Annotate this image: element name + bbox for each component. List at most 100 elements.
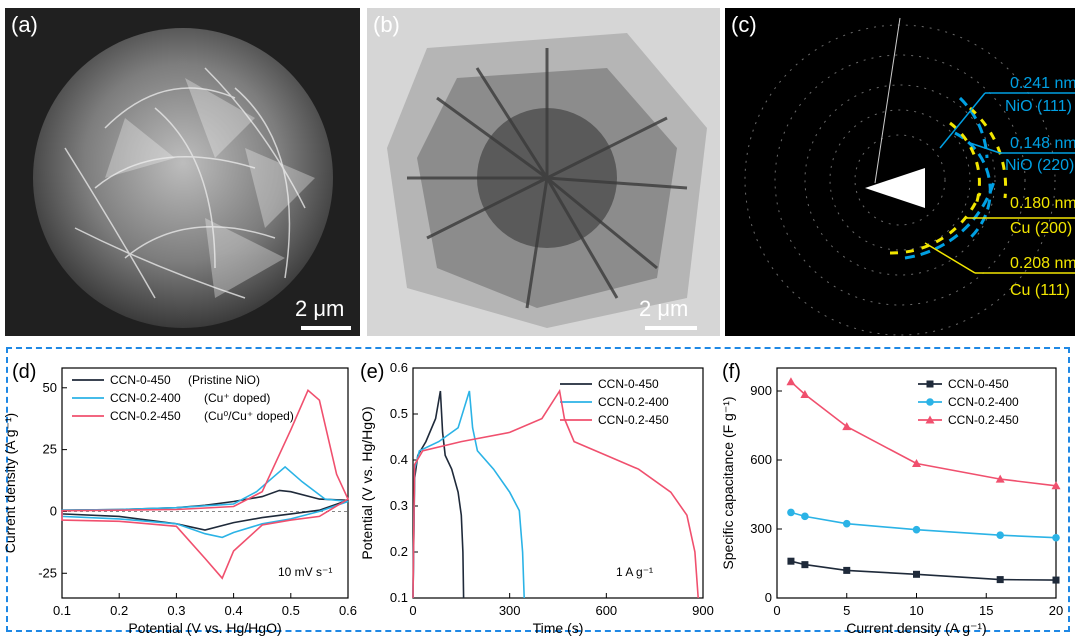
saed-pattern-image: 0.241 nm NiO (111) 0.148 nm NiO (220) 0.…	[725, 8, 1075, 336]
saed-plane-3: Cu (200)	[1010, 220, 1072, 237]
legend-marker	[925, 415, 935, 424]
data-point-square	[787, 557, 795, 565]
x-tick-label: 900	[692, 603, 714, 618]
saed-d-spacing-2: 0.148 nm	[1010, 135, 1075, 152]
legend-note: (Pristine NiO)	[188, 373, 260, 387]
series-line-CCN-0.2-450	[61, 388, 350, 580]
legend-label: CCN-0-450	[110, 373, 171, 387]
x-tick-label: 0	[409, 603, 416, 618]
scale-bar-a	[301, 326, 351, 330]
x-tick-label: 10	[909, 603, 923, 618]
series-line-CCN-0.2-400	[61, 465, 349, 539]
legend-label: CCN-0.2-400	[598, 395, 669, 409]
x-tick-label: 600	[595, 603, 617, 618]
sem-flower-image	[5, 8, 360, 336]
scan-rate-annotation: 1 A g⁻¹	[616, 565, 653, 579]
scale-bar-label-b: 2 μm	[639, 296, 689, 321]
ring-arc-nio-220	[954, 131, 992, 240]
x-tick-label: 300	[499, 603, 521, 618]
x-tick-label: 0.3	[167, 603, 185, 618]
panel-b-label: (b)	[373, 12, 400, 37]
x-tick-label: 20	[1049, 603, 1063, 618]
panel-label: (e)	[360, 361, 384, 383]
legend-label: CCN-0.2-450	[948, 413, 1019, 427]
data-point-triangle	[1051, 481, 1061, 490]
data-point-triangle	[912, 458, 921, 467]
data-point-triangle	[842, 422, 852, 431]
legend-note: (Cu⁰/Cu⁺ doped)	[204, 409, 294, 423]
legend-label: CCN-0.2-450	[598, 413, 669, 427]
data-point-square	[1052, 576, 1060, 584]
tem-image-panel: (b) 2 μm	[367, 8, 720, 336]
panel-label: (f)	[722, 361, 741, 383]
panel-a-label: (a)	[11, 12, 38, 37]
x-tick-label: 5	[843, 603, 850, 618]
legend-marker	[926, 398, 934, 406]
scale-bar-label-a: 2 μm	[295, 296, 345, 321]
saed-d-spacing-1: 0.241 nm	[1010, 75, 1075, 92]
y-tick-label: 0	[50, 503, 57, 518]
legend-label: CCN-0.2-450	[110, 409, 181, 423]
legend-marker	[926, 380, 934, 388]
data-point-square	[801, 561, 809, 569]
y-tick-label: 0.1	[390, 590, 408, 605]
x-axis-label: Time (s)	[533, 620, 584, 636]
y-tick-label: 600	[750, 452, 772, 467]
legend-label: CCN-0.2-400	[110, 391, 181, 405]
y-tick-label: 0	[765, 590, 772, 605]
saed-plane-4: Cu (111)	[1010, 282, 1070, 299]
data-point-circle	[801, 512, 809, 521]
plot-frame-1	[412, 367, 704, 599]
y-tick-label: 25	[43, 442, 57, 457]
legend-note: (Cu⁺ doped)	[204, 391, 270, 405]
x-tick-label: 15	[979, 603, 993, 618]
data-point-circle	[912, 525, 921, 534]
ring-arc-nio-111	[958, 96, 989, 159]
saed-d-spacing-3: 0.180 nm	[1010, 195, 1075, 212]
y-axis-label: Specific capacitance (F g⁻¹)	[720, 396, 736, 569]
y-tick-label: 0.2	[390, 544, 408, 559]
data-point-circle	[1052, 533, 1060, 542]
panel-label: (d)	[12, 361, 36, 383]
series-line-CCN-0.2-450	[412, 388, 699, 599]
y-tick-label: -25	[38, 565, 57, 580]
x-tick-label: 0.5	[282, 603, 300, 618]
tem-flower-image	[367, 8, 720, 336]
saed-d-spacing-4: 0.208 nm	[1010, 255, 1075, 272]
saed-plane-1: NiO (111)	[1005, 98, 1072, 115]
x-tick-label: 0.2	[110, 603, 128, 618]
data-point-circle	[787, 508, 795, 517]
data-point-circle	[842, 519, 851, 528]
y-tick-label: 0.6	[390, 360, 408, 375]
scale-bar-b	[645, 326, 697, 330]
scan-rate-annotation: 10 mV s⁻¹	[278, 565, 332, 579]
x-tick-label: 0	[773, 603, 780, 618]
x-tick-label: 0.4	[225, 603, 243, 618]
y-tick-label: 0.4	[390, 452, 408, 467]
series-line-CCN-0.2-400	[412, 390, 525, 599]
data-point-triangle	[800, 389, 810, 398]
x-axis-label: Potential (V vs. Hg/HgO)	[128, 620, 281, 636]
plot-frame-0	[61, 367, 349, 599]
y-axis-label: Potential (V vs. Hg/HgO)	[359, 406, 375, 559]
y-tick-label: 0.3	[390, 498, 408, 513]
legend-label: CCN-0-450	[598, 377, 659, 391]
data-point-circle	[996, 531, 1004, 540]
y-axis-label: Current density (A g⁻¹)	[2, 413, 18, 553]
x-axis-label: Current density (A g⁻¹)	[846, 620, 986, 636]
sem-image-panel: (a) 2 μm	[5, 8, 360, 336]
x-tick-label: 0.1	[53, 603, 71, 618]
saed-plane-2: NiO (220)	[1005, 157, 1074, 174]
x-tick-label: 0.6	[339, 603, 357, 618]
saed-pattern-panel: 0.241 nm NiO (111) 0.148 nm NiO (220) 0.…	[725, 8, 1075, 336]
series-line-CCN-0.2-400	[790, 511, 1057, 539]
series-line-CCN-0.2-450	[790, 381, 1057, 487]
legend-label: CCN-0-450	[948, 377, 1009, 391]
data-point-triangle	[786, 377, 796, 386]
legend-label: CCN-0.2-400	[948, 395, 1019, 409]
y-tick-label: 900	[750, 383, 772, 398]
data-point-square	[913, 570, 920, 578]
y-tick-label: 0.5	[390, 406, 408, 421]
data-point-square	[996, 576, 1004, 584]
